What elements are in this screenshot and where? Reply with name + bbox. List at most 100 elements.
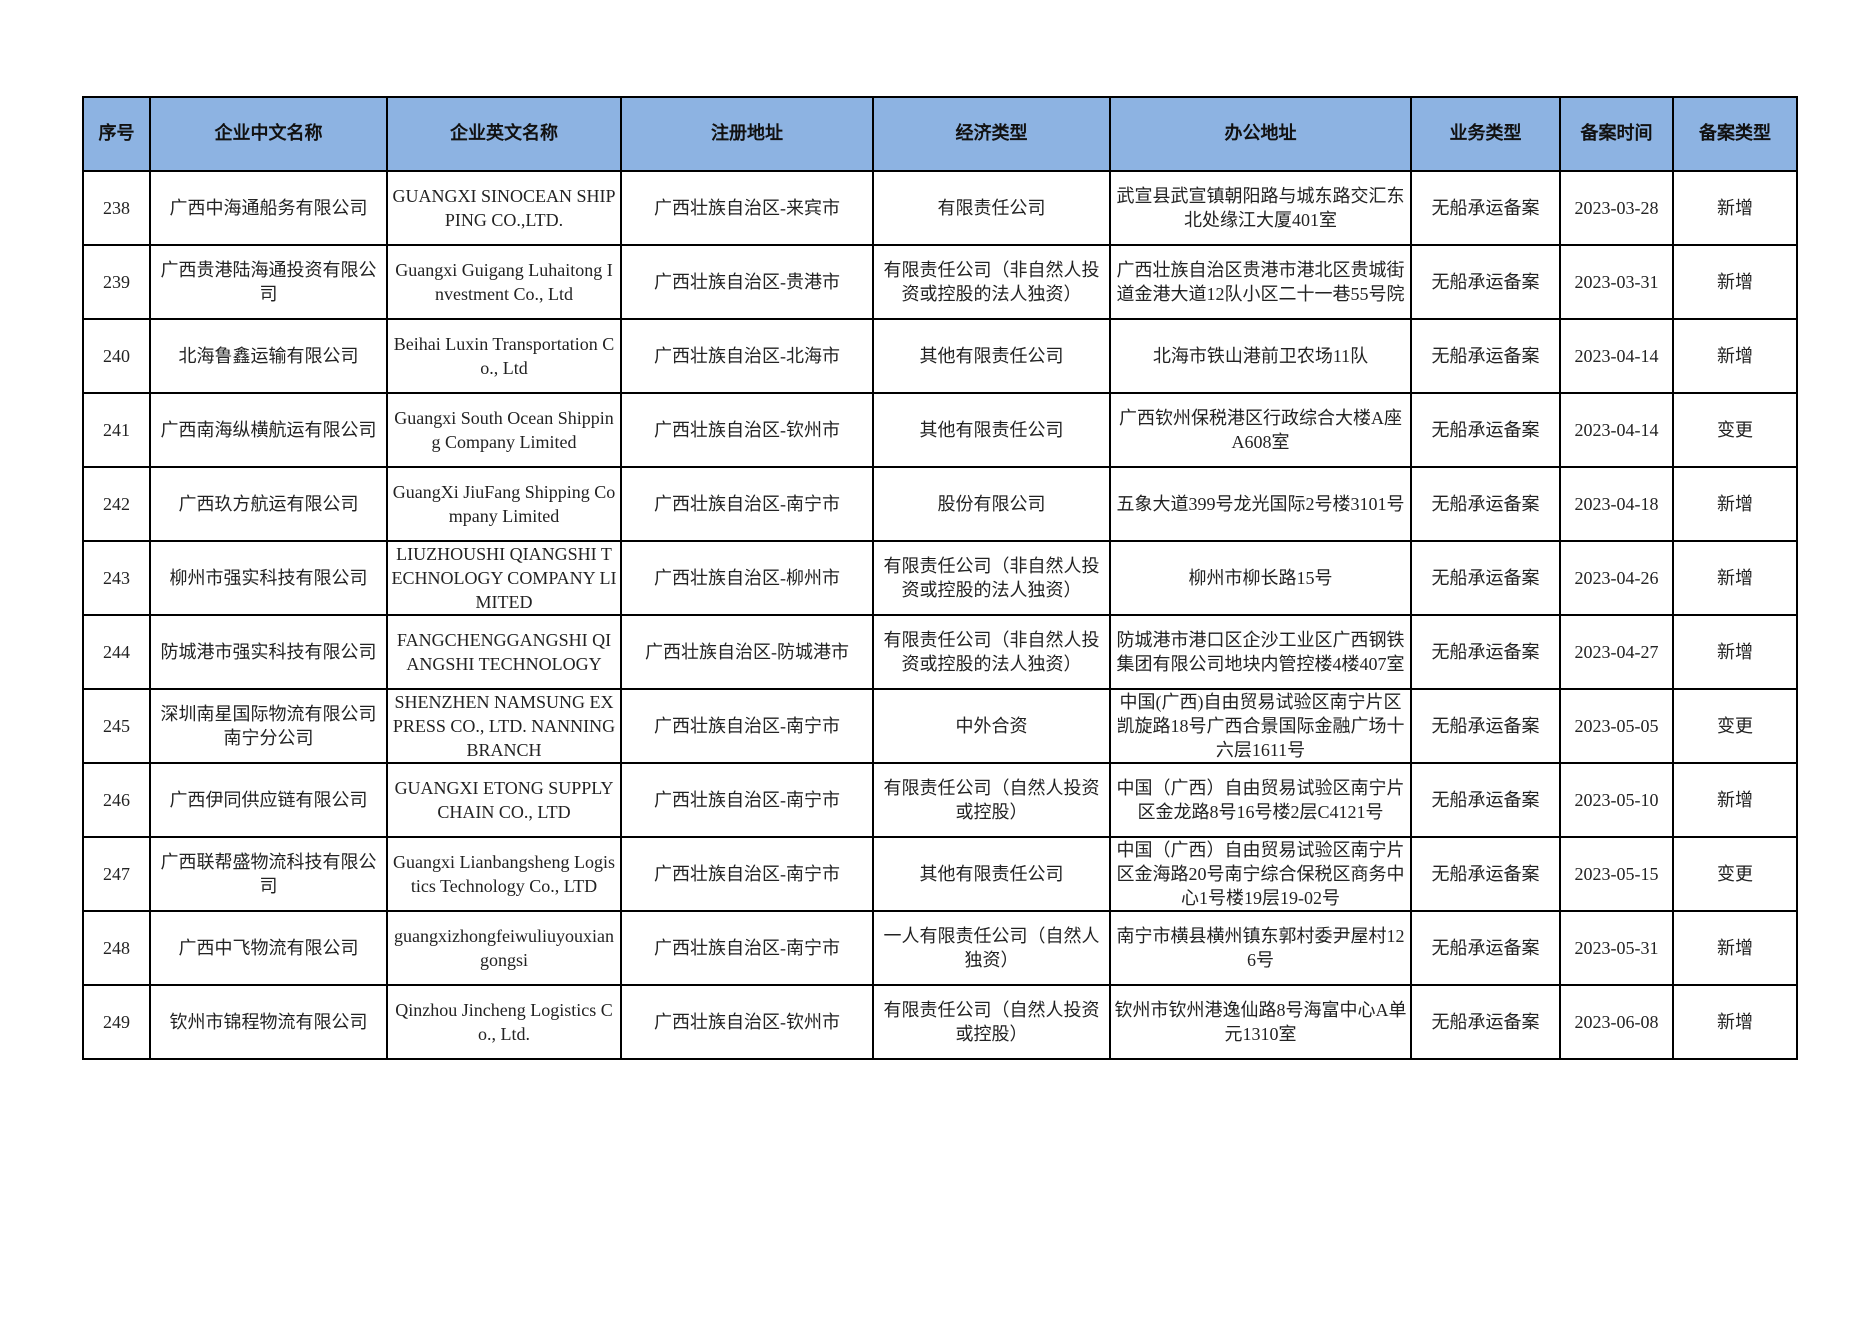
cell-filing-date: 2023-03-28 [1559,170,1674,246]
table-row: 243 柳州市强实科技有限公司 LIUZHOUSHI QIANGSHI TECHNO… [82,540,1798,616]
cell-reg-address: 广西壮族自治区-来宾市 [620,170,874,246]
table-row: 240 北海鲁鑫运输有限公司 Beihai Luxin Transportation… [82,318,1798,394]
cell-seq: 240 [82,318,151,394]
cell-filing-date: 2023-04-14 [1559,318,1674,394]
cell-office-address: 广西钦州保税港区行政综合大楼A座A608室 [1109,392,1412,468]
cell-cn-name: 深圳南星国际物流有限公司南宁分公司 [149,688,388,764]
cell-econ-type: 有限责任公司（非自然人投资或控股的法人独资） [872,614,1111,690]
filing-records-table: 序号 企业中文名称 企业英文名称 注册地址 经济类型 办公地址 业务类型 备案时间 备案类型 2… [82,96,1798,1060]
cell-econ-type: 有限责任公司 [872,170,1111,246]
cell-office-address: 北海市铁山港前卫农场11队 [1109,318,1412,394]
cell-seq: 245 [82,688,151,764]
cell-cn-name: 广西中海通船务有限公司 [149,170,388,246]
cell-reg-address: 广西壮族自治区-防城港市 [620,614,874,690]
cell-reg-address: 广西壮族自治区-南宁市 [620,466,874,542]
cell-cn-name: 广西中飞物流有限公司 [149,910,388,986]
cell-cn-name: 柳州市强实科技有限公司 [149,540,388,616]
table-row: 239 广西贵港陆海通投资有限公司 Guangxi Guigang Luhaiton… [82,244,1798,320]
header-row: 序号 企业中文名称 企业英文名称 注册地址 经济类型 办公地址 业务类型 备案时间 备案类型 [82,96,1798,172]
cell-cn-name: 广西贵港陆海通投资有限公司 [149,244,388,320]
cell-business-type: 无船承运备案 [1410,466,1561,542]
cell-office-address: 五象大道399号龙光国际2号楼3101号 [1109,466,1412,542]
cell-cn-name: 广西伊同供应链有限公司 [149,762,388,838]
cell-econ-type: 有限责任公司（自然人投资或控股） [872,762,1111,838]
cell-office-address: 钦州市钦州港逸仙路8号海富中心A单元1310室 [1109,984,1412,1060]
table-row: 245 深圳南星国际物流有限公司南宁分公司 SHENZHEN NAMSUNG EXP… [82,688,1798,764]
cell-econ-type: 有限责任公司（自然人投资或控股） [872,984,1111,1060]
cell-seq: 242 [82,466,151,542]
column-header-cn-name: 企业中文名称 [149,96,388,172]
column-header-office-address: 办公地址 [1109,96,1412,172]
cell-en-name: Qinzhou Jincheng Logistics Co., Ltd. [386,984,622,1060]
cell-seq: 244 [82,614,151,690]
cell-filing-type: 新增 [1672,540,1798,616]
cell-filing-type: 新增 [1672,614,1798,690]
cell-econ-type: 其他有限责任公司 [872,392,1111,468]
cell-filing-type: 变更 [1672,836,1798,912]
column-header-filing-type: 备案类型 [1672,96,1798,172]
cell-reg-address: 广西壮族自治区-钦州市 [620,984,874,1060]
cell-filing-type: 新增 [1672,910,1798,986]
cell-econ-type: 其他有限责任公司 [872,318,1111,394]
cell-filing-date: 2023-05-05 [1559,688,1674,764]
cell-cn-name: 广西联帮盛物流科技有限公司 [149,836,388,912]
cell-econ-type: 股份有限公司 [872,466,1111,542]
cell-econ-type: 一人有限责任公司（自然人独资） [872,910,1111,986]
cell-reg-address: 广西壮族自治区-南宁市 [620,836,874,912]
cell-econ-type: 中外合资 [872,688,1111,764]
cell-econ-type: 有限责任公司（非自然人投资或控股的法人独资） [872,540,1111,616]
cell-office-address: 中国（广西）自由贸易试验区南宁片区金海路20号南宁综合保税区商务中心1号楼19层… [1109,836,1412,912]
cell-office-address: 广西壮族自治区贵港市港北区贵城街道金港大道12队小区二十一巷55号院 [1109,244,1412,320]
cell-filing-date: 2023-05-10 [1559,762,1674,838]
cell-en-name: GUANGXI ETONG SUPPLY CHAIN CO., LTD [386,762,622,838]
cell-en-name: LIUZHOUSHI QIANGSHI TECHNOLOGY COMPANY L… [386,540,622,616]
cell-filing-type: 变更 [1672,688,1798,764]
cell-en-name: Guangxi Lianbangsheng Logistics Technolo… [386,836,622,912]
cell-business-type: 无船承运备案 [1410,762,1561,838]
cell-office-address: 中国（广西）自由贸易试验区南宁片区金龙路8号16号楼2层C4121号 [1109,762,1412,838]
cell-reg-address: 广西壮族自治区-贵港市 [620,244,874,320]
cell-cn-name: 北海鲁鑫运输有限公司 [149,318,388,394]
cell-business-type: 无船承运备案 [1410,170,1561,246]
cell-filing-date: 2023-03-31 [1559,244,1674,320]
cell-filing-type: 新增 [1672,318,1798,394]
cell-filing-date: 2023-05-15 [1559,836,1674,912]
cell-reg-address: 广西壮族自治区-钦州市 [620,392,874,468]
cell-seq: 248 [82,910,151,986]
column-header-business-type: 业务类型 [1410,96,1561,172]
cell-filing-date: 2023-04-18 [1559,466,1674,542]
cell-en-name: guangxizhongfeiwuliuyouxiangongsi [386,910,622,986]
column-header-filing-date: 备案时间 [1559,96,1674,172]
cell-business-type: 无船承运备案 [1410,984,1561,1060]
table-row: 249 钦州市锦程物流有限公司 Qinzhou Jincheng Logistics… [82,984,1798,1060]
cell-seq: 243 [82,540,151,616]
cell-filing-date: 2023-05-31 [1559,910,1674,986]
cell-en-name: Guangxi South Ocean Shipping Company Lim… [386,392,622,468]
cell-business-type: 无船承运备案 [1410,910,1561,986]
cell-econ-type: 有限责任公司（非自然人投资或控股的法人独资） [872,244,1111,320]
cell-business-type: 无船承运备案 [1410,318,1561,394]
cell-en-name: SHENZHEN NAMSUNG EXPRESS CO., LTD. NANNI… [386,688,622,764]
column-header-en-name: 企业英文名称 [386,96,622,172]
cell-business-type: 无船承运备案 [1410,540,1561,616]
cell-business-type: 无船承运备案 [1410,688,1561,764]
column-header-reg-address: 注册地址 [620,96,874,172]
table-row: 247 广西联帮盛物流科技有限公司 Guangxi Lianbangsheng Lo… [82,836,1798,912]
cell-business-type: 无船承运备案 [1410,244,1561,320]
cell-seq: 239 [82,244,151,320]
cell-office-address: 防城港市港口区企沙工业区广西钢铁集团有限公司地块内管控楼4楼407室 [1109,614,1412,690]
cell-office-address: 柳州市柳长路15号 [1109,540,1412,616]
cell-filing-date: 2023-04-26 [1559,540,1674,616]
cell-filing-date: 2023-06-08 [1559,984,1674,1060]
cell-seq: 249 [82,984,151,1060]
table-row: 241 广西南海纵横航运有限公司 Guangxi South Ocean Shipp… [82,392,1798,468]
table-row: 244 防城港市强实科技有限公司 FANGCHENGGANGSHI QIANGSHI… [82,614,1798,690]
cell-filing-date: 2023-04-14 [1559,392,1674,468]
cell-en-name: GuangXi JiuFang Shipping Company Limited [386,466,622,542]
cell-office-address: 中国(广西)自由贸易试验区南宁片区凯旋路18号广西合景国际金融广场十六层1611… [1109,688,1412,764]
table-row: 242 广西玖方航运有限公司 GuangXi JiuFang Shipping Co… [82,466,1798,542]
table-row: 248 广西中飞物流有限公司 guangxizhongfeiwuliuyouxian… [82,910,1798,986]
cell-en-name: Beihai Luxin Transportation Co., Ltd [386,318,622,394]
cell-reg-address: 广西壮族自治区-柳州市 [620,540,874,616]
cell-reg-address: 广西壮族自治区-南宁市 [620,762,874,838]
